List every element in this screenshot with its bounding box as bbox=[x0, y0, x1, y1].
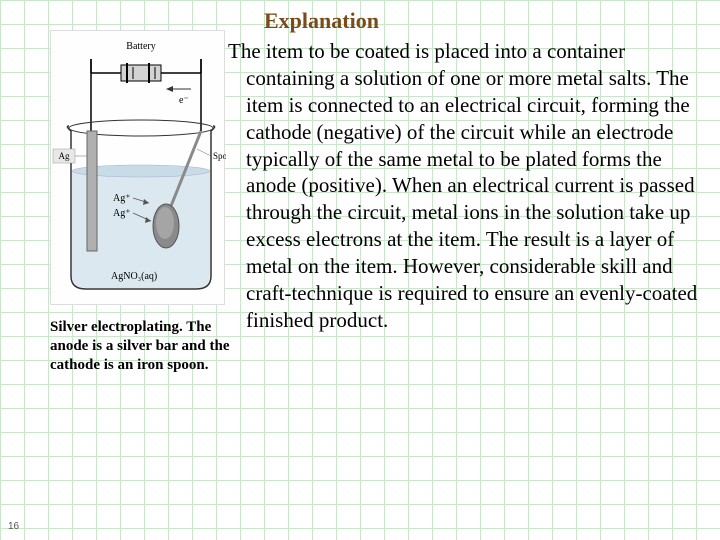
electroplating-diagram: Battery e⁻ Ag Spoon Ag⁺ A bbox=[50, 30, 225, 305]
page-number: 16 bbox=[8, 521, 19, 532]
section-heading: Explanation bbox=[264, 8, 379, 34]
anode-label: Ag bbox=[59, 151, 70, 161]
body-paragraph: The item to be coated is placed into a c… bbox=[228, 38, 698, 334]
electron-label: e⁻ bbox=[179, 95, 189, 106]
battery-label: Battery bbox=[126, 41, 155, 52]
figure-caption: Silver electroplating. The anode is a si… bbox=[50, 318, 230, 374]
ion-label-2: Ag⁺ bbox=[113, 208, 131, 219]
ion-label-1: Ag⁺ bbox=[113, 193, 131, 204]
solution-label: AgNO₃(aq) bbox=[111, 271, 157, 282]
cathode-label: Spoon bbox=[213, 151, 226, 161]
explanation-body: The item to be coated is placed into a c… bbox=[228, 38, 698, 334]
